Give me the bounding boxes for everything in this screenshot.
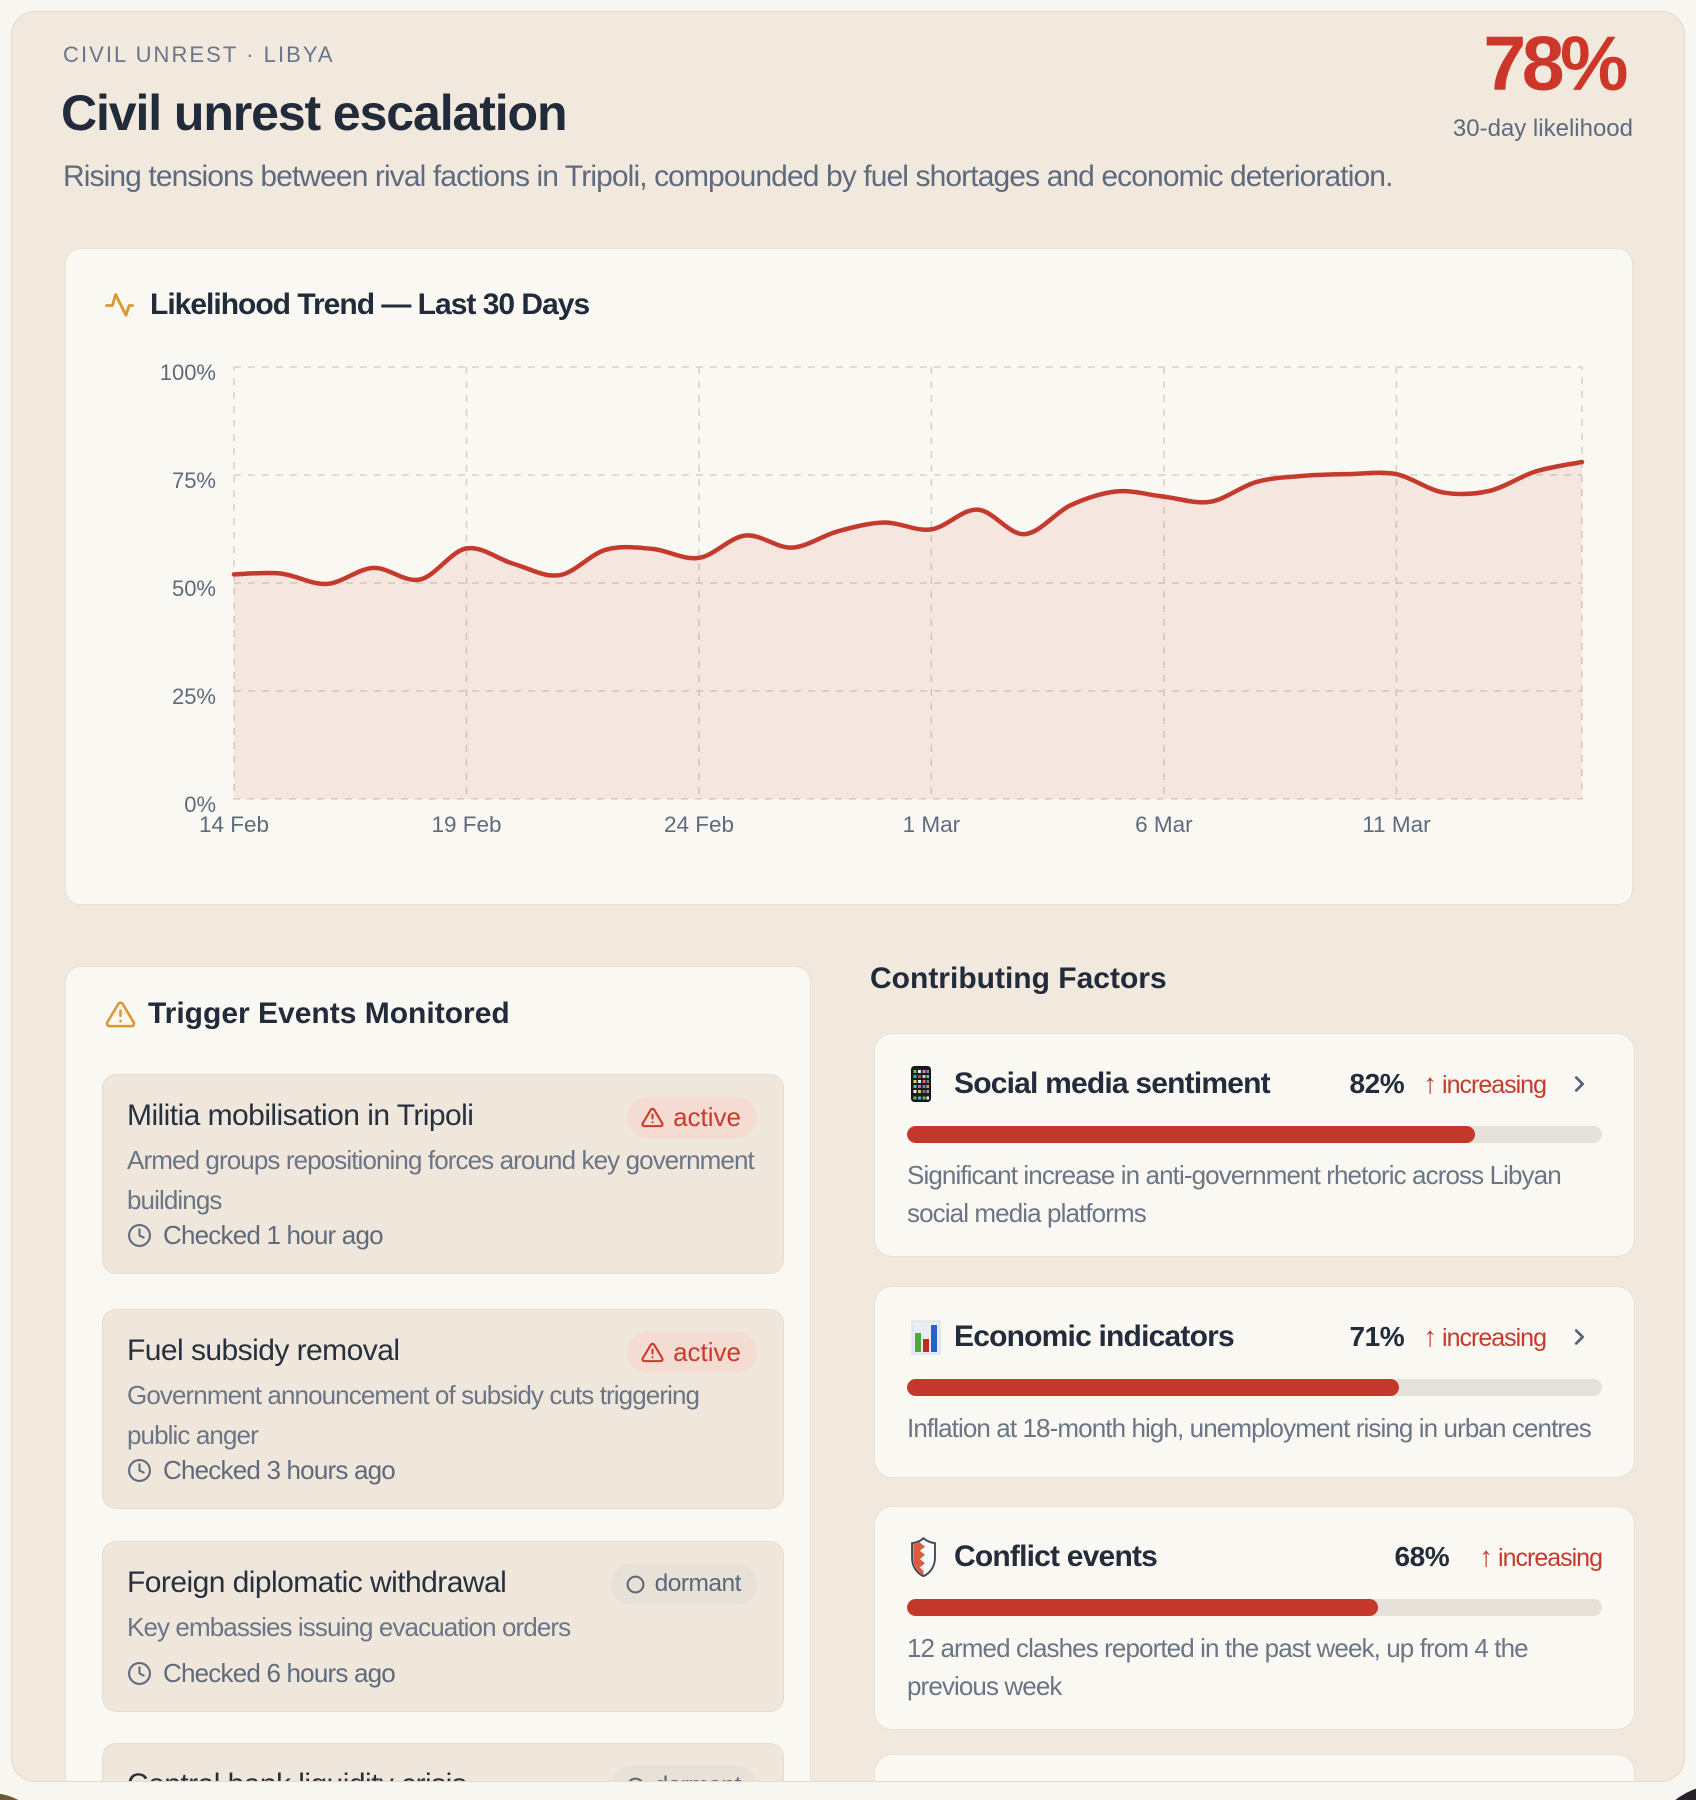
svg-text:19 Feb: 19 Feb — [431, 812, 501, 837]
svg-text:25%: 25% — [172, 684, 216, 709]
svg-text:14 Feb: 14 Feb — [199, 812, 269, 837]
svg-text:100%: 100% — [160, 360, 216, 385]
svg-text:24 Feb: 24 Feb — [664, 812, 734, 837]
svg-text:50%: 50% — [172, 576, 216, 601]
svg-text:75%: 75% — [172, 468, 216, 493]
svg-text:1 Mar: 1 Mar — [903, 812, 961, 837]
svg-text:0%: 0% — [184, 792, 216, 817]
svg-text:6 Mar: 6 Mar — [1135, 812, 1193, 837]
svg-text:11 Mar: 11 Mar — [1362, 812, 1431, 837]
